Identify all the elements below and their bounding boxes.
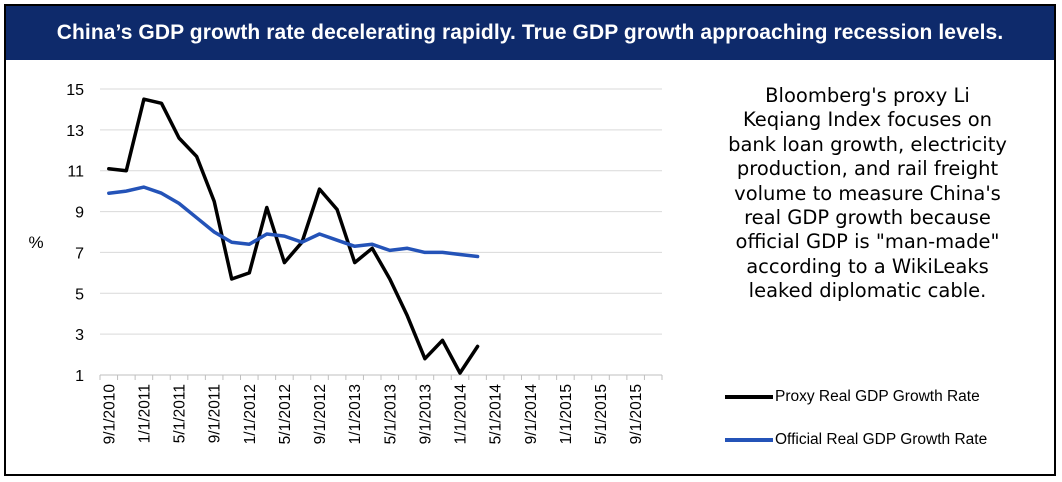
x-tick-label: 9/1/2010	[101, 384, 118, 445]
x-tick-label: 5/1/2013	[382, 384, 399, 444]
x-tick-label: 1/1/2012	[242, 384, 259, 444]
legend-swatch-proxy	[725, 395, 773, 399]
title-bar: China’s GDP growth rate decelerating rap…	[6, 6, 1054, 60]
x-tick-label: 9/1/2014	[523, 384, 540, 445]
x-tick-label: 5/1/2014	[488, 384, 505, 445]
annotation-note: Bloomberg's proxy Li Keqiang Index focus…	[728, 84, 1007, 303]
y-tick-label: 9	[75, 205, 84, 222]
y-tick-label: 1	[75, 368, 84, 385]
y-tick-label: 7	[75, 245, 84, 262]
chart-frame: China’s GDP growth rate decelerating rap…	[4, 4, 1056, 476]
x-tick-label: 5/1/2015	[593, 384, 610, 444]
x-tick-label: 1/1/2015	[558, 384, 575, 444]
x-tick-label: 5/1/2012	[277, 384, 294, 444]
x-tick-label: 9/1/2013	[417, 384, 434, 444]
x-tick-label: 9/1/2012	[312, 384, 329, 444]
series-line-official	[107, 185, 480, 259]
y-tick-label: 15	[66, 82, 84, 99]
x-tick-label: 9/1/2011	[207, 384, 224, 443]
x-tick-label: 5/1/2011	[172, 384, 189, 443]
y-tick-label: 5	[75, 286, 84, 303]
y-tick-label: 3	[75, 327, 84, 344]
legend-swatch-official	[725, 438, 773, 442]
legend-item-official: Official Real GDP Growth Rate	[725, 431, 987, 449]
y-tick-label: 13	[66, 123, 84, 140]
legend-label-proxy: Proxy Real GDP Growth Rate	[775, 388, 980, 405]
legend-item-proxy: Proxy Real GDP Growth Rate	[725, 388, 980, 406]
x-tick-label: 1/1/2013	[347, 384, 364, 444]
y-tick-label: 11	[67, 164, 84, 181]
legend-label-official: Official Real GDP Growth Rate	[775, 431, 988, 448]
x-tick-label: 9/1/2015	[628, 384, 645, 444]
series-line-proxy	[107, 97, 480, 375]
x-tick-label: 1/1/2014	[453, 384, 470, 445]
y-axis-label: %	[28, 233, 43, 252]
x-tick-label: 1/1/2011	[136, 384, 153, 443]
chart-title: China’s GDP growth rate decelerating rap…	[56, 21, 1004, 44]
